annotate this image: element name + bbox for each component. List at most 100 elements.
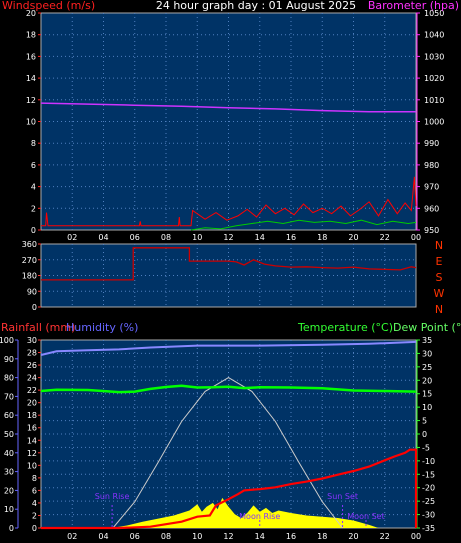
wind-tick-label: 16 [26,52,36,61]
dew-point-axis-label: Dew Point (°C) [393,321,461,334]
rainfall-tick-label: 26 [27,361,37,370]
rainfall-axis-label: Rainfall (mm) [1,321,75,334]
wind-tick-label: 12 [26,96,36,105]
astro-event-label: Moon Set [347,512,384,521]
barometer-tick-label: 990 [424,139,439,148]
humidity-tick-label: 0 [9,524,14,533]
humidity-axis-label: Humidity (%) [66,321,138,334]
wind-x-tick-label: 08 [161,233,171,242]
wind-tick-label: 2 [31,204,36,213]
compass-letter: E [436,255,443,268]
wind-x-tick-label: 02 [67,233,77,242]
wind-tick-label: 18 [26,31,36,40]
barometer-tick-label: 1020 [424,74,444,83]
barometer-axis-label: Barometer (hpa) [368,0,459,12]
temperature-tick-label: -15 [422,470,435,479]
humidity-tick-label: 90 [4,355,14,364]
wind-x-ticks: 02 04 06 08 10 12 14 16 18 20 22 00 [67,233,421,242]
temperature-tick-label: 35 [422,336,432,345]
humidity-tick-label: 80 [4,374,14,383]
rainfall-tick-label: 16 [27,424,37,433]
barometer-tick-label: 980 [424,161,439,170]
direction-tick-label: 360 [22,240,37,249]
direction-tick-label: 270 [22,256,37,265]
wind-x-tick-label: 12 [223,233,233,242]
humidity-tick-label: 50 [4,430,14,439]
humidity-line [40,340,417,356]
rainfall-tick-label: 2 [32,511,37,520]
climate-x-tick-label: 16 [286,532,296,541]
climate-x-ticks: 02 04 06 08 10 12 14 16 18 20 22 00 [67,532,421,541]
barometer-tick-label: 970 [424,183,439,192]
wind-x-tick-label: 18 [317,233,327,242]
wind-axis-ticks: 0 2 4 6 8 10 12 14 16 18 20 [26,9,41,235]
rainfall-tick-label: 30 [27,336,37,345]
humidity-tick-label: 60 [4,411,14,420]
direction-tick-label: 90 [27,287,37,296]
humidity-tick-label: 20 [4,486,14,495]
humidity-tick-label: 100 [0,336,14,345]
temperature-tick-label: 10 [422,403,432,412]
climate-x-tick-label: 14 [255,532,265,541]
climate-x-tick-label: 12 [223,532,233,541]
temperature-axis-label: Temperature (°C) [297,321,393,334]
temperature-tick-label: -10 [422,457,435,466]
wind-tick-label: 14 [26,74,36,83]
rainfall-tick-label: 8 [32,474,37,483]
temperature-tick-label: -20 [422,484,435,493]
rainfall-tick-label: 4 [32,499,37,508]
wind-tick-label: 6 [31,161,36,170]
wind-average-line [190,219,417,231]
barometer-tick-label: 1050 [424,9,444,18]
rainfall-tick-label: 22 [27,386,37,395]
climate-x-tick-label: 18 [317,532,327,541]
temperature-tick-label: 0 [422,430,427,439]
rainfall-line [41,448,418,530]
wind-grid [41,13,416,230]
temperature-tick-label: 5 [422,417,427,426]
rainfall-tick-label: 12 [27,449,37,458]
rainfall-tick-label: 6 [32,486,37,495]
astro-event-label: Sun Set [327,492,358,501]
compass-letter: N [435,303,443,316]
climate-x-tick-label: 22 [380,532,390,541]
climate-x-tick-label: 08 [161,532,171,541]
wind-x-tick-label: 22 [380,233,390,242]
wind-tick-label: 0 [31,226,36,235]
direction-grid [41,244,416,307]
astro-event-markers: Sun Rise Sun Set Moon Rise Moon Set [95,492,385,528]
wind-x-tick-label: 14 [255,233,265,242]
climate-x-tick-label: 00 [411,532,421,541]
temperature-line [40,384,417,394]
humidity-tick-label: 30 [4,468,14,477]
temperature-axis-ticks: -35 -30 -25 -20 -15 -10 -5 0 5 10 15 20 25 30 35 [416,336,435,533]
windspeed-axis-label: Windspeed (m/s) [2,0,95,12]
barometer-tick-label: 960 [424,204,439,213]
wind-x-tick-label: 06 [130,233,140,242]
astro-event-label: Moon Rise [239,512,280,521]
barometer-tick-label: 1010 [424,96,444,105]
astro-event-label: Sun Rise [95,492,130,501]
temperature-tick-label: -30 [422,511,435,520]
wind-direction-line [41,247,417,281]
rainfall-tick-label: 28 [27,349,37,358]
wind-tick-label: 8 [31,139,36,148]
temperature-tick-label: -5 [422,443,430,452]
rainfall-tick-label: 10 [27,461,37,470]
humidity-tick-label: 10 [4,505,14,514]
climate-x-tick-label: 20 [348,532,358,541]
barometer-line [40,102,416,113]
wind-tick-label: 20 [26,9,36,18]
temperature-tick-label: 20 [422,376,432,385]
climate-x-tick-label: 10 [192,532,202,541]
wind-x-tick-label: 10 [192,233,202,242]
temperature-tick-label: 25 [422,363,432,372]
rainfall-tick-label: 18 [27,411,37,420]
wind-x-tick-label: 04 [98,233,108,242]
direction-tick-label: 0 [32,303,37,312]
climate-x-tick-label: 04 [98,532,108,541]
humidity-axis-ticks: 0 10 20 30 40 50 60 70 80 90 100 [0,336,19,533]
